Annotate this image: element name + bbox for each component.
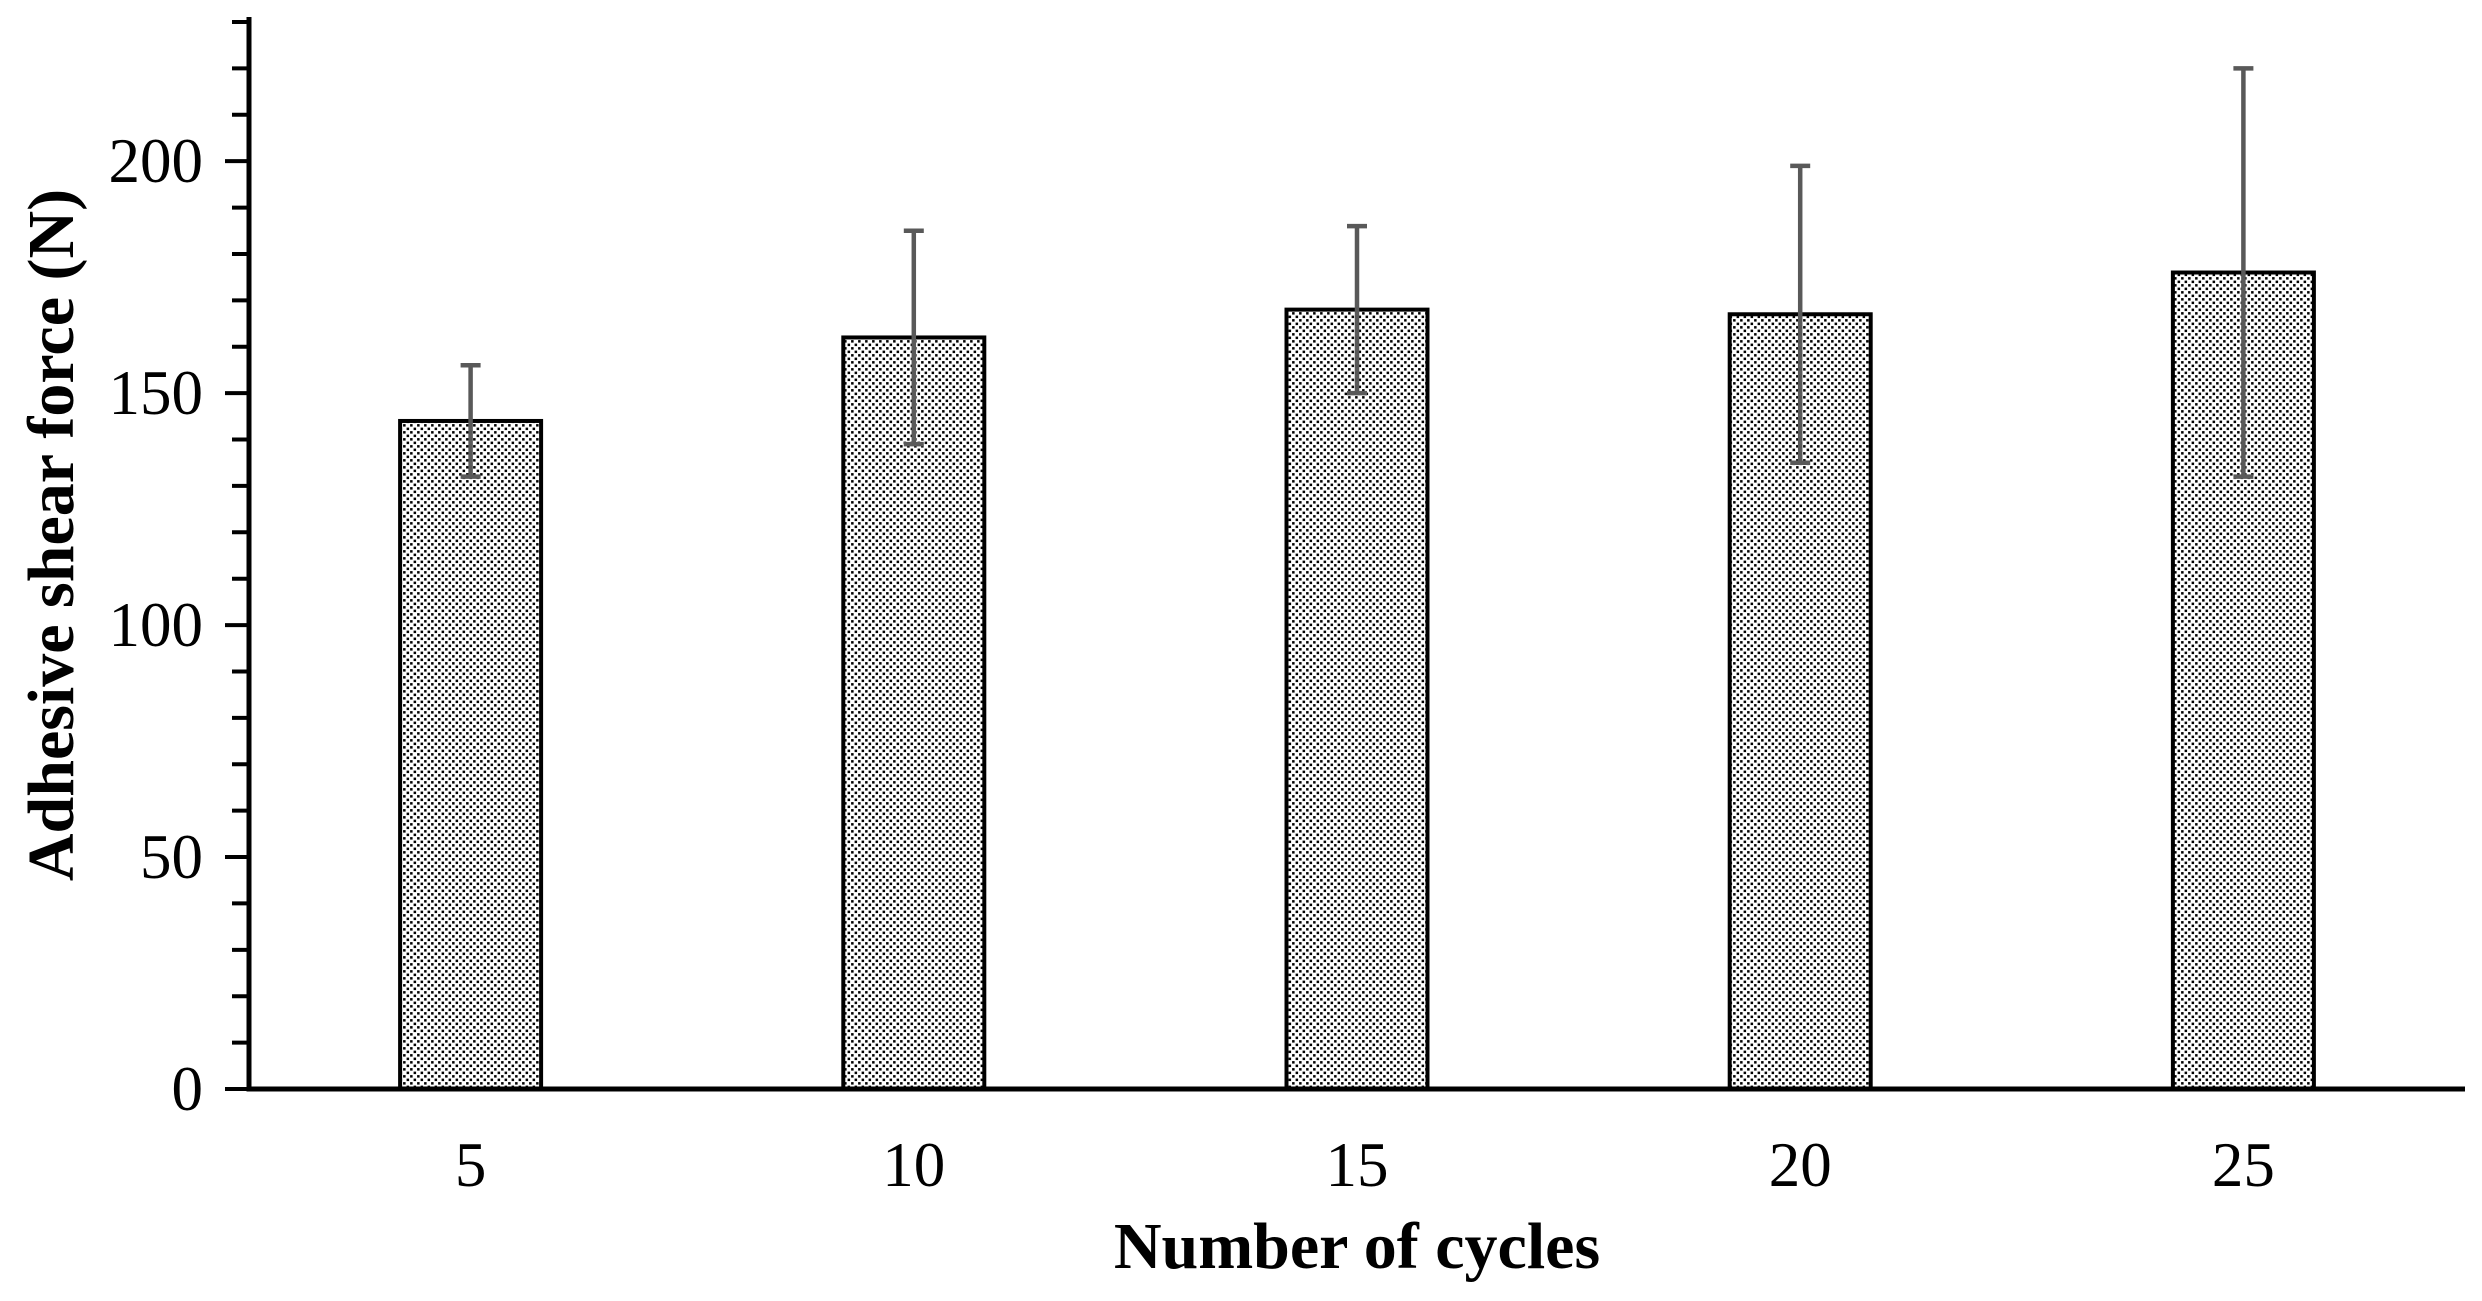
- y-tick-label: 150: [109, 358, 204, 428]
- bar: [1284, 307, 1430, 1091]
- y-tick-label: 100: [109, 590, 204, 660]
- x-axis-title: Number of cycles: [1113, 1210, 1601, 1283]
- y-axis-title: Adhesive shear force (N): [15, 188, 88, 882]
- y-tick-label: 50: [140, 822, 203, 892]
- bar: [398, 418, 544, 1091]
- x-tick-label: 20: [1769, 1130, 1832, 1200]
- x-tick-label: 15: [1326, 1130, 1389, 1200]
- x-tick-label: 5: [455, 1130, 487, 1200]
- x-tick-label: 10: [882, 1130, 945, 1200]
- x-tick-label: 25: [2212, 1130, 2275, 1200]
- y-tick-label: 0: [172, 1054, 204, 1124]
- bar: [841, 335, 987, 1091]
- y-tick-label: 200: [109, 126, 204, 196]
